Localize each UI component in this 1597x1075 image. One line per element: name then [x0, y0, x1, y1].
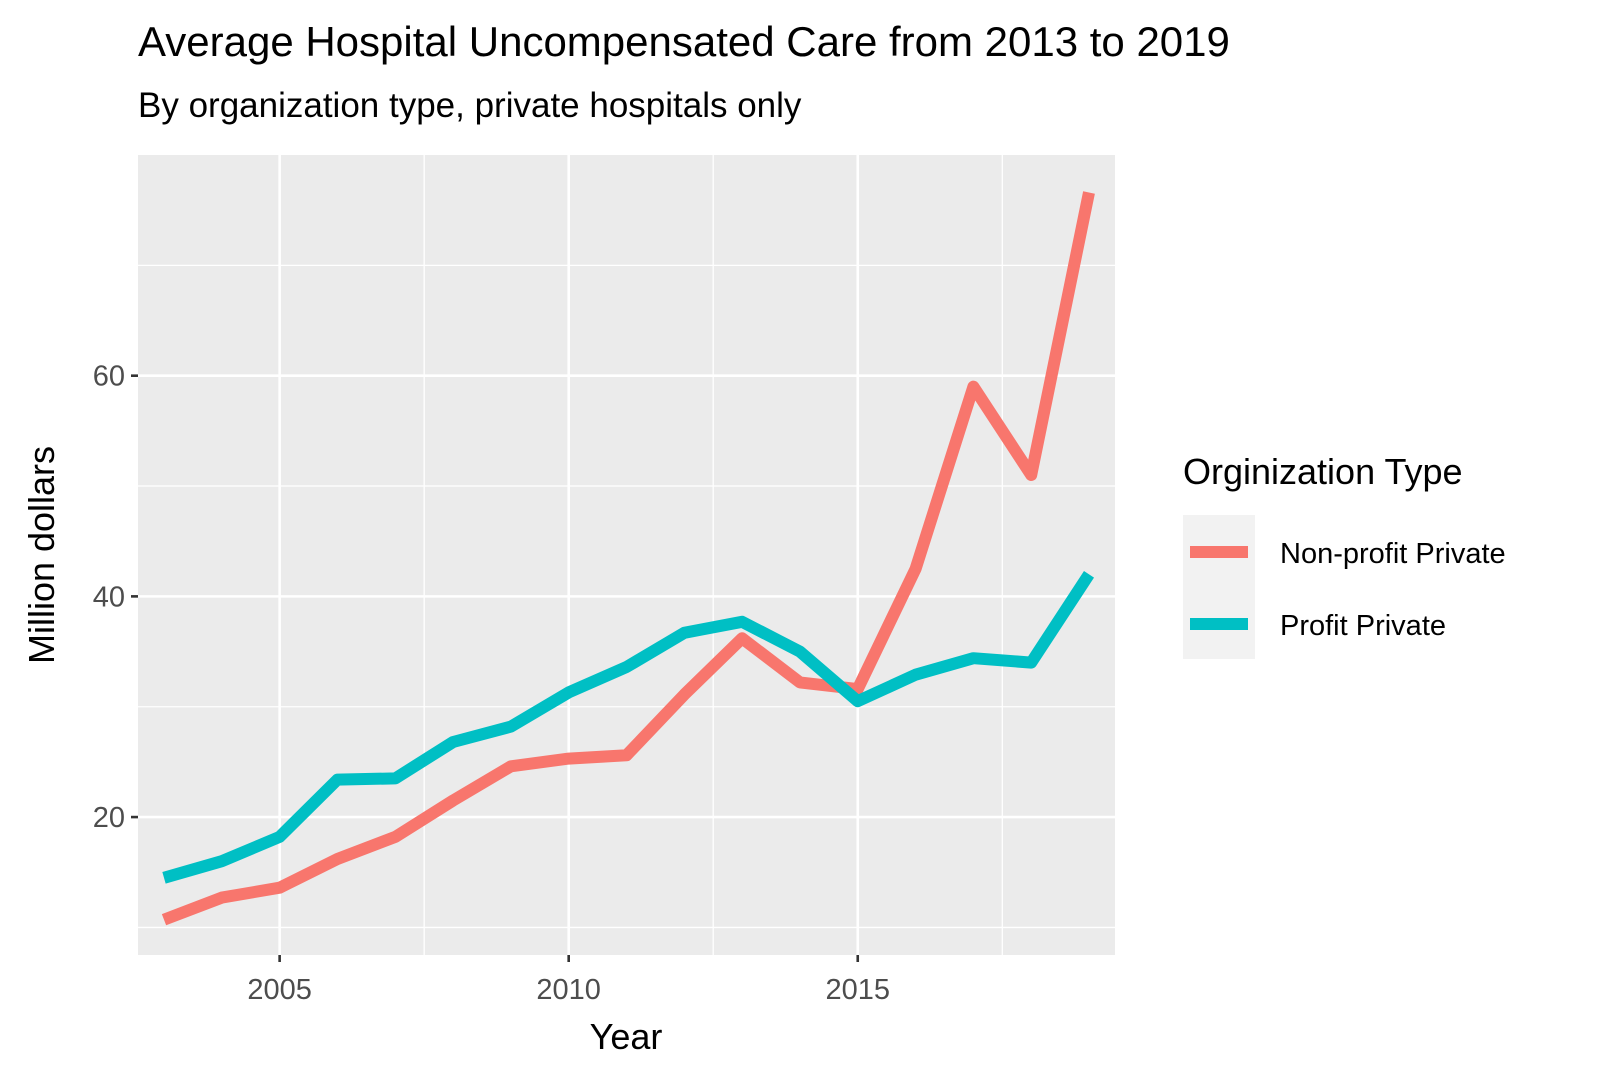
- y-tick-label: 20: [93, 802, 125, 834]
- series-line-non-profit-private: [161, 191, 1095, 926]
- legend-label-profit-private: Profit Private: [1280, 610, 1446, 642]
- x-tick-label: 2005: [247, 974, 312, 1006]
- axes: 2005 2010 2015 20 40 60: [93, 361, 890, 1006]
- y-tick-label: 60: [93, 361, 125, 393]
- series-line-profit-private: [162, 571, 1095, 884]
- x-axis-title: Year: [590, 1016, 663, 1057]
- legend: Orginization Type Non-profit Private Pro…: [1183, 451, 1506, 659]
- x-tick-label: 2015: [825, 974, 890, 1006]
- legend-label-non-profit-private: Non-profit Private: [1280, 538, 1506, 570]
- legend-key-background: [1183, 515, 1255, 659]
- legend-title: Orginization Type: [1183, 451, 1463, 492]
- series-lines: [161, 191, 1095, 926]
- chart-title: Average Hospital Uncompensated Care from…: [138, 18, 1230, 65]
- grid: [138, 155, 1115, 955]
- x-tick-label: 2010: [536, 974, 601, 1006]
- y-axis-title: Million dollars: [21, 446, 62, 664]
- y-tick-label: 40: [93, 581, 125, 613]
- chart-subtitle: By organization type, private hospitals …: [138, 86, 802, 125]
